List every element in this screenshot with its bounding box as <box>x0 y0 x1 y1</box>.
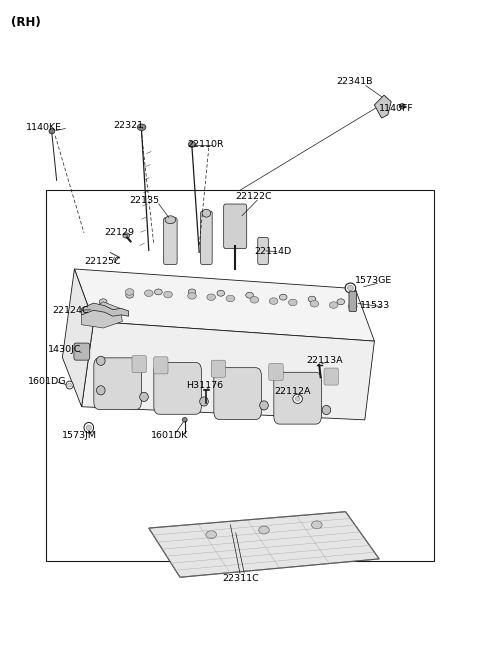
Ellipse shape <box>217 290 225 296</box>
FancyBboxPatch shape <box>269 363 283 380</box>
Text: 22112A: 22112A <box>275 387 311 396</box>
Polygon shape <box>374 95 391 118</box>
Text: 1573GE: 1573GE <box>355 276 393 285</box>
Polygon shape <box>82 302 122 328</box>
Text: 22321: 22321 <box>113 121 143 131</box>
FancyBboxPatch shape <box>164 218 177 264</box>
Text: 22341B: 22341B <box>336 77 372 87</box>
Ellipse shape <box>259 526 269 534</box>
Ellipse shape <box>96 356 105 365</box>
Ellipse shape <box>200 397 208 406</box>
Ellipse shape <box>206 531 216 539</box>
Text: 11533: 11533 <box>360 301 390 310</box>
Text: 22135: 22135 <box>130 195 160 205</box>
FancyBboxPatch shape <box>274 373 322 424</box>
Ellipse shape <box>207 294 216 300</box>
Ellipse shape <box>96 386 105 395</box>
Ellipse shape <box>202 209 211 217</box>
Polygon shape <box>149 512 379 577</box>
Polygon shape <box>82 303 129 316</box>
Ellipse shape <box>182 417 187 422</box>
Text: 22122C: 22122C <box>235 192 272 201</box>
FancyBboxPatch shape <box>201 211 212 264</box>
Ellipse shape <box>295 396 300 401</box>
Ellipse shape <box>279 294 287 300</box>
Ellipse shape <box>226 295 235 302</box>
Ellipse shape <box>322 405 331 415</box>
FancyBboxPatch shape <box>211 360 226 377</box>
FancyBboxPatch shape <box>224 204 247 249</box>
Text: 22114D: 22114D <box>254 247 292 256</box>
Text: 22110R: 22110R <box>187 140 224 149</box>
Ellipse shape <box>308 296 316 302</box>
Ellipse shape <box>348 285 353 291</box>
Ellipse shape <box>125 289 134 295</box>
Ellipse shape <box>246 293 253 298</box>
Ellipse shape <box>123 233 130 238</box>
Text: 22124C: 22124C <box>52 306 88 315</box>
Polygon shape <box>82 321 374 420</box>
FancyBboxPatch shape <box>258 237 268 264</box>
FancyBboxPatch shape <box>154 362 202 415</box>
Ellipse shape <box>310 300 319 307</box>
Text: 1430JC: 1430JC <box>48 345 82 354</box>
Ellipse shape <box>99 299 107 304</box>
FancyBboxPatch shape <box>154 357 168 374</box>
Ellipse shape <box>155 289 162 295</box>
Text: 22113A: 22113A <box>306 356 343 365</box>
FancyBboxPatch shape <box>94 358 141 409</box>
Text: 1601DK: 1601DK <box>151 431 189 440</box>
Ellipse shape <box>140 392 148 401</box>
Bar <box>46 190 434 561</box>
Ellipse shape <box>250 297 259 303</box>
Ellipse shape <box>269 298 278 304</box>
Text: 1140KE: 1140KE <box>26 123 62 133</box>
Ellipse shape <box>345 283 356 293</box>
Text: 1601DG: 1601DG <box>28 377 66 386</box>
Ellipse shape <box>337 299 345 304</box>
Ellipse shape <box>188 293 196 299</box>
Ellipse shape <box>329 302 338 308</box>
Ellipse shape <box>66 381 73 389</box>
Text: 1573JM: 1573JM <box>62 431 97 440</box>
FancyBboxPatch shape <box>132 356 146 373</box>
Ellipse shape <box>293 394 302 403</box>
FancyBboxPatch shape <box>324 368 338 385</box>
Ellipse shape <box>288 299 297 306</box>
Ellipse shape <box>399 104 405 109</box>
Ellipse shape <box>260 401 268 410</box>
Ellipse shape <box>164 291 172 298</box>
Ellipse shape <box>84 422 94 433</box>
Text: 22129: 22129 <box>105 228 134 237</box>
Text: H31176: H31176 <box>186 380 223 390</box>
FancyBboxPatch shape <box>214 367 261 420</box>
Polygon shape <box>62 269 94 407</box>
Ellipse shape <box>312 521 322 529</box>
Text: 22311C: 22311C <box>222 574 259 583</box>
Ellipse shape <box>137 124 146 131</box>
Ellipse shape <box>68 383 72 387</box>
Text: 1140FF: 1140FF <box>379 104 414 113</box>
Ellipse shape <box>165 216 176 224</box>
Ellipse shape <box>188 289 196 295</box>
Text: (RH): (RH) <box>11 16 40 30</box>
Ellipse shape <box>144 290 153 297</box>
FancyBboxPatch shape <box>74 343 90 360</box>
Ellipse shape <box>49 129 55 134</box>
Ellipse shape <box>126 293 133 298</box>
FancyBboxPatch shape <box>349 291 357 312</box>
Ellipse shape <box>348 303 357 310</box>
Polygon shape <box>74 269 374 341</box>
Text: 22125C: 22125C <box>84 256 120 266</box>
Ellipse shape <box>188 141 196 147</box>
Ellipse shape <box>86 425 91 430</box>
